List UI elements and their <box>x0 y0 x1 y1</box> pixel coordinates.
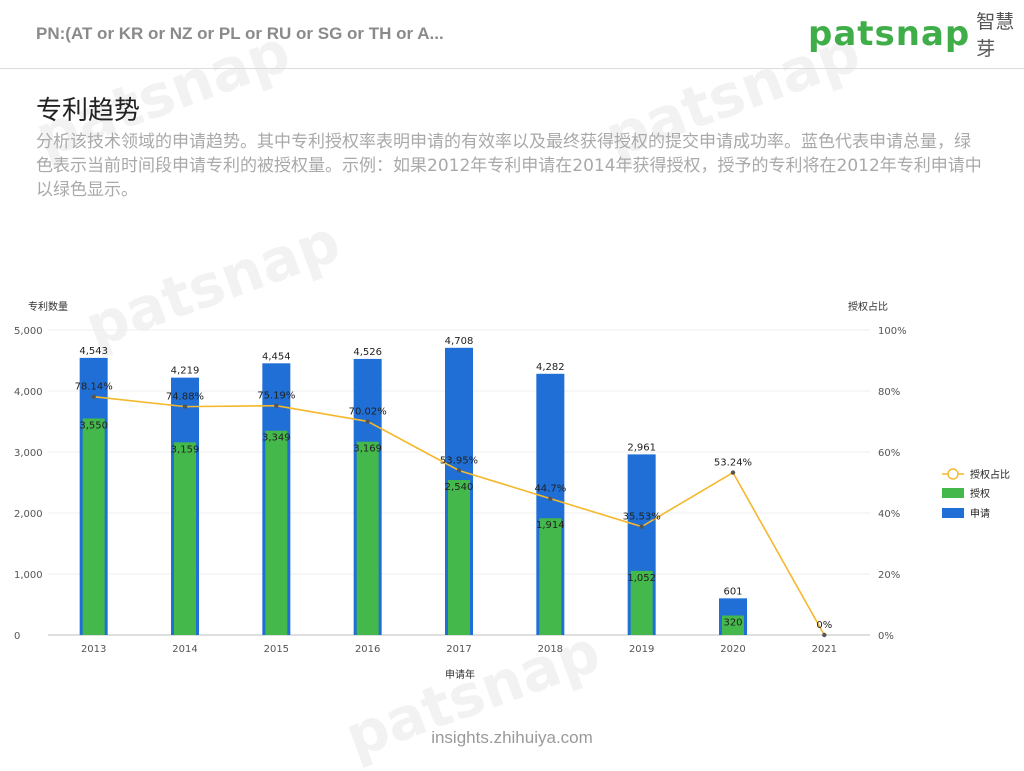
x-tick-label: 2015 <box>264 644 289 655</box>
y2-tick-label: 40% <box>878 509 900 520</box>
ratio-value-label: 75.19% <box>257 391 295 402</box>
patent-trend-chart: 专利数量 授权占比 申请年 0 1,000 2,000 3,000 4,000 5,000… <box>14 300 1010 681</box>
query-string: PN:(AT or KR or NZ or PL or RU or SG or … <box>36 24 444 43</box>
ratio-point <box>91 394 96 399</box>
x-tick-label: 2016 <box>355 644 380 655</box>
legend-ratio-label: 授权占比 <box>970 468 1010 481</box>
grant-bar <box>265 430 288 635</box>
header: PN:(AT or KR or NZ or PL or RU or SG or … <box>0 0 1024 69</box>
grant-value-label: 3,550 <box>79 420 108 431</box>
application-value-label: 4,543 <box>79 346 108 357</box>
grant-bar <box>82 418 105 635</box>
y2-tick-label: 60% <box>878 448 900 459</box>
application-value-label: 601 <box>723 586 742 597</box>
grant-value-label: 1,914 <box>536 520 565 531</box>
footer-link[interactable]: insights.zhihuiya.com <box>431 728 593 747</box>
application-value-label: 2,961 <box>627 442 656 453</box>
grant-value-label: 3,349 <box>262 433 291 444</box>
ratio-point <box>639 524 644 529</box>
grant-value-label: 2,540 <box>445 482 474 493</box>
ratio-value-label: 53.24% <box>714 458 752 469</box>
application-value-label: 4,219 <box>171 366 200 377</box>
grant-bar <box>630 570 653 635</box>
legend-grant-label: 授权 <box>970 487 990 500</box>
y-tick-label: 1,000 <box>14 570 43 581</box>
ratio-point <box>182 404 188 409</box>
y-tick-label: 2,000 <box>14 509 43 520</box>
logo-text: patsnap <box>808 14 971 54</box>
grant-value-label: 3,169 <box>353 444 382 455</box>
logo-cn: 智慧芽 <box>976 11 1015 60</box>
y-axis-title: 专利数量 <box>28 300 68 313</box>
grant-bar <box>356 441 379 635</box>
application-value-label: 4,526 <box>353 347 382 358</box>
x-tick-label: 2019 <box>629 644 654 655</box>
application-value-label: 4,282 <box>536 362 565 373</box>
ratio-value-label: 44.7% <box>534 484 566 495</box>
y2-tick-label: 80% <box>878 387 900 398</box>
x-tick-label: 2020 <box>720 644 745 655</box>
ratio-value-label: 70.02% <box>349 406 387 417</box>
legend-ratio-marker <box>947 468 959 480</box>
grant-value-label: 1,052 <box>627 573 656 584</box>
legend-application-swatch <box>942 508 964 518</box>
ratio-value-label: 35.53% <box>623 512 661 523</box>
grant-bar <box>722 615 744 635</box>
grant-value-label: 3,159 <box>171 444 200 455</box>
ratio-value-label: 53.95% <box>440 455 478 466</box>
grant-bar <box>539 518 562 635</box>
x-tick-label: 2018 <box>538 644 563 655</box>
y-tick-label: 0 <box>14 631 20 642</box>
ratio-point <box>730 470 736 475</box>
ratio-point <box>456 468 462 473</box>
y2-tick-label: 20% <box>878 570 900 581</box>
y-tick-label: 4,000 <box>14 387 43 398</box>
legend-application-label: 申请 <box>970 507 990 520</box>
ratio-value-label: 0% <box>816 620 832 631</box>
y-tick-label: 5,000 <box>14 326 43 337</box>
ratio-point <box>822 632 827 638</box>
legend-grant-swatch <box>942 488 964 498</box>
ratio-point <box>548 496 553 501</box>
page-title: 专利趋势 <box>36 96 141 126</box>
grant-value-label: 320 <box>723 617 742 628</box>
y2-tick-label: 100% <box>878 326 907 337</box>
y-tick-label: 3,000 <box>14 448 43 459</box>
x-tick-label: 2013 <box>81 644 106 655</box>
y2-axis-title: 授权占比 <box>848 300 888 313</box>
ratio-value-label: 74.88% <box>166 392 204 403</box>
application-value-label: 4,708 <box>445 336 474 347</box>
x-tick-label: 2014 <box>172 644 197 655</box>
grant-bar <box>174 442 196 635</box>
patsnap-logo: patsnap 智慧芽 <box>808 11 1024 60</box>
ratio-point <box>274 403 279 408</box>
grant-bar <box>448 480 470 635</box>
application-value-label: 4,454 <box>262 351 291 362</box>
ratio-value-label: 78.14% <box>75 382 113 393</box>
y2-tick-label: 0% <box>878 631 894 642</box>
x-tick-label: 2021 <box>812 644 837 655</box>
x-axis-title: 申请年 <box>445 668 475 681</box>
page-description: 分析该技术领域的申请趋势。其中专利授权率表明申请的有效率以及最终获得授权的提交申… <box>36 132 982 200</box>
x-tick-label: 2017 <box>446 644 471 655</box>
ratio-point <box>365 419 370 424</box>
